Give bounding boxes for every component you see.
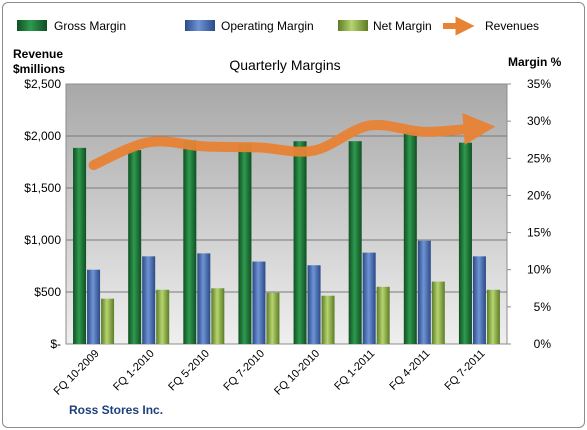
legend-swatch-gross-margin (17, 20, 47, 31)
legend-label-net-margin: Net Margin (373, 19, 432, 33)
margins-chart: Gross Margin Operating Margin Net Margin… (13, 16, 562, 417)
legend-label-revenues: Revenues (485, 19, 539, 33)
right-tick-label: 20% (527, 188, 551, 202)
category-labels: FQ 10-2009 FQ 1-2010 FQ 5-2010 FQ 7-2010 FQ … (52, 348, 488, 398)
bar-net-margin (156, 289, 170, 344)
chart-title: Quarterly Margins (229, 57, 340, 73)
right-tick-label: 35% (527, 77, 551, 91)
bar-gross-margin (128, 150, 142, 344)
left-axis-title-line2: $millions (13, 62, 65, 76)
revenue-line-group (88, 112, 496, 171)
bar-gross-margin (403, 131, 417, 344)
bar-gross-margin (73, 147, 87, 344)
bar-net-margin (486, 289, 500, 344)
bar-gross-margin (293, 141, 307, 344)
bar-operating-margin (472, 256, 486, 344)
right-tick-label: 25% (527, 151, 551, 165)
bar-operating-margin (307, 265, 321, 344)
company-name: Ross Stores Inc. (69, 403, 163, 417)
bar-gross-margin (183, 140, 197, 344)
left-tick-label: $1,000 (24, 233, 61, 247)
bar-gross-margin (458, 142, 472, 344)
bar-gross-margin (348, 141, 362, 344)
right-tick-label: 15% (527, 226, 551, 240)
category-label: FQ 10-2009 (52, 348, 102, 398)
left-tick-label: $2,000 (24, 129, 61, 143)
bar-gross-margin (238, 143, 252, 344)
bar-operating-margin (252, 261, 266, 344)
bar-operating-margin (197, 253, 211, 344)
bar-net-margin (266, 292, 280, 344)
right-axis-title: Margin % (508, 55, 562, 69)
bar-net-margin (431, 281, 445, 344)
category-label: FQ 10-2010 (272, 348, 322, 398)
bar-operating-margin (87, 269, 101, 344)
bar-net-margin (376, 286, 390, 344)
legend-label-gross-margin: Gross Margin (54, 19, 126, 33)
left-tick-label: $2,500 (24, 77, 61, 91)
bar-operating-margin (417, 240, 431, 344)
category-label: FQ 7-2011 (442, 348, 487, 393)
left-tick-label: $- (50, 337, 61, 351)
category-label: FQ 1-2011 (332, 348, 377, 393)
bar-operating-margin (142, 256, 156, 344)
right-tick-label: 0% (534, 337, 552, 351)
category-label: FQ 1-2010 (111, 348, 157, 394)
legend: Gross Margin Operating Margin Net Margin… (17, 16, 539, 36)
bar-operating-margin (362, 252, 376, 344)
legend-swatch-operating-margin (185, 20, 215, 31)
category-label: FQ 4-2011 (387, 348, 432, 393)
revenue-line (88, 112, 496, 171)
right-tick-label: 10% (527, 263, 551, 277)
category-label: FQ 7-2010 (221, 348, 267, 394)
bar-net-margin (321, 295, 335, 344)
legend-label-operating-margin: Operating Margin (221, 19, 314, 33)
bars (73, 131, 500, 344)
left-axis-title-line1: Revenue (13, 47, 63, 61)
bar-net-margin (101, 298, 115, 344)
bar-net-margin (211, 288, 225, 344)
right-tick-label: 5% (534, 300, 552, 314)
left-tick-label: $500 (34, 285, 61, 299)
left-axis-ticks: $- $500 $1,000 $1,500 $2,000 $2,500 (24, 77, 61, 351)
right-axis-ticks: 0% 5% 10% 15% 20% 25% 30% 35% (507, 77, 551, 351)
right-tick-label: 30% (527, 114, 551, 128)
left-tick-label: $1,500 (24, 181, 61, 195)
category-label: FQ 5-2010 (166, 348, 212, 394)
legend-swatch-net-margin (338, 20, 368, 31)
